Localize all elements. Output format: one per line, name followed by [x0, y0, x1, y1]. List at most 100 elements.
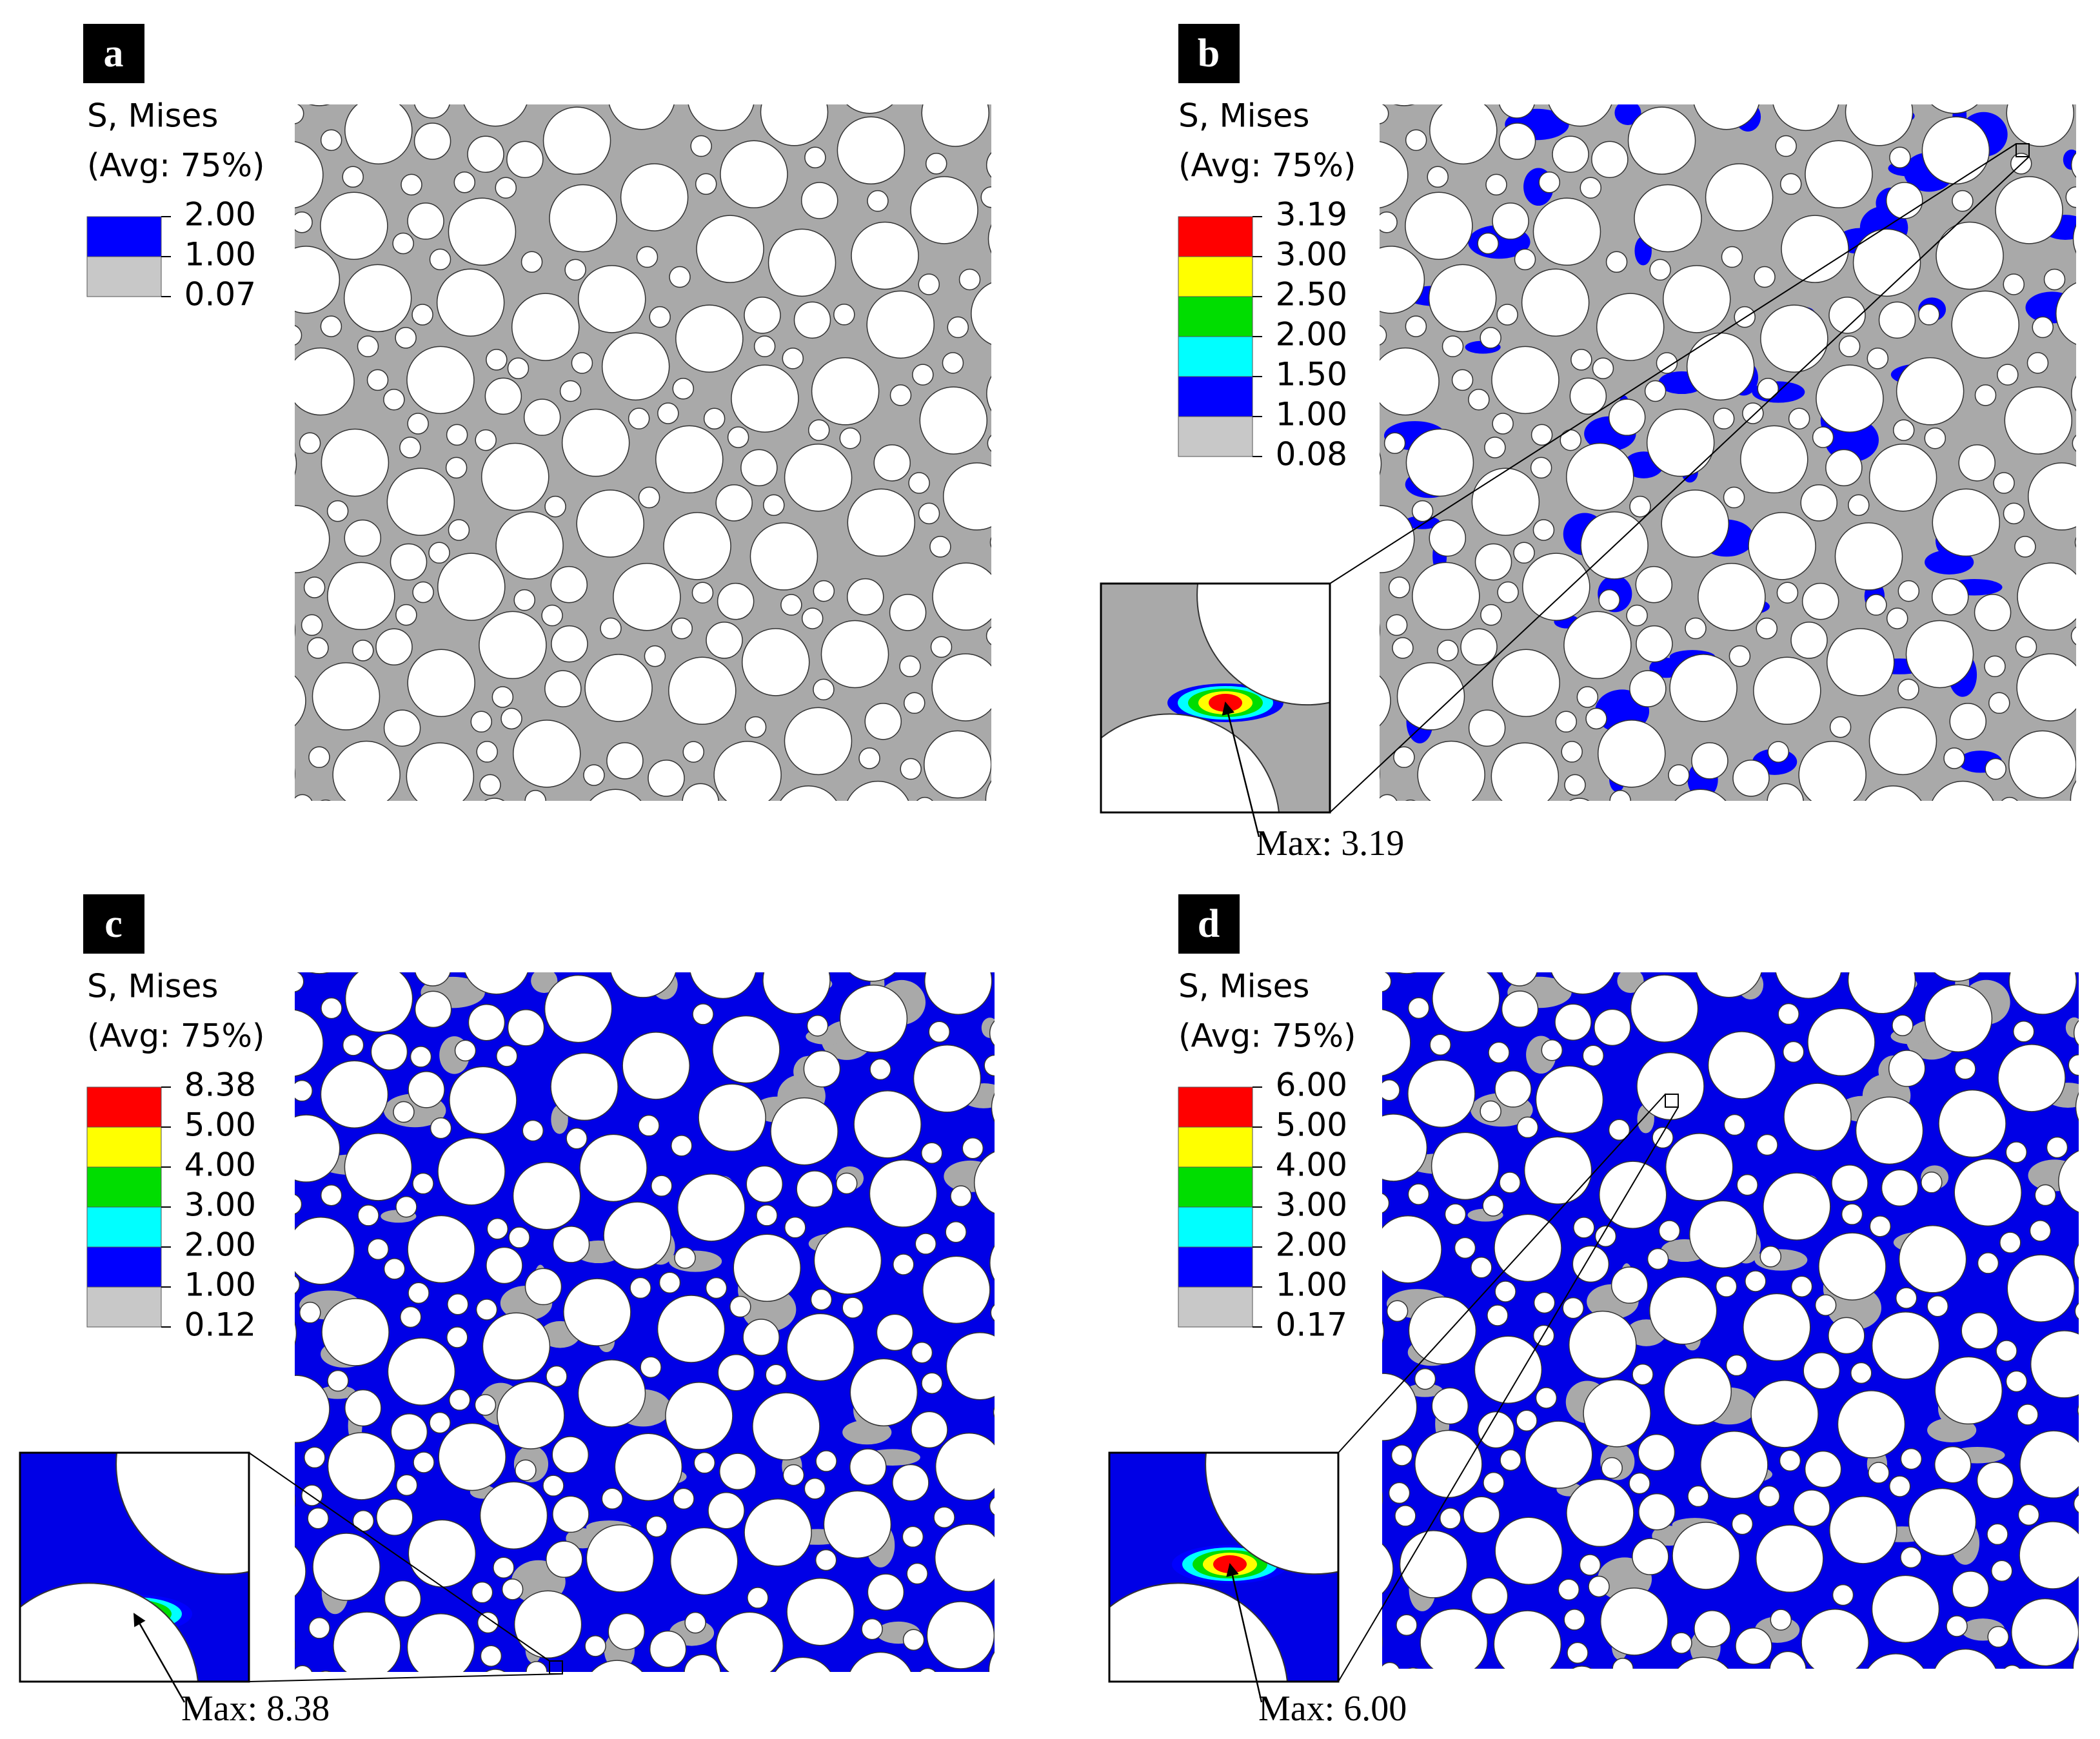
aggregate	[383, 1258, 406, 1280]
aggregate	[1725, 1354, 1748, 1377]
aggregate	[1454, 1237, 1476, 1259]
aggregate	[922, 1255, 991, 1324]
aggregate	[480, 1645, 502, 1667]
aggregate	[1663, 1357, 1732, 1426]
aggregate	[591, 1660, 643, 1672]
aggregate	[1513, 542, 1535, 564]
aggregate	[2077, 1404, 2079, 1416]
aggregate	[1769, 1651, 1807, 1669]
aggregate	[542, 1475, 564, 1497]
aggregate	[1431, 1387, 1469, 1425]
aggregate	[1532, 1324, 1555, 1347]
legend-level: 0.12	[184, 1306, 256, 1344]
aggregate	[807, 419, 830, 441]
legend-level: 3.00	[1276, 1186, 1347, 1224]
aggregate	[2003, 273, 2025, 295]
aggregate	[712, 1015, 780, 1084]
aggregate	[1382, 1079, 1400, 1101]
aggregate	[1756, 1134, 1778, 1156]
aggregate	[2017, 1504, 2040, 1526]
aggregate	[1895, 1287, 1917, 1309]
aggregate	[1627, 106, 1696, 175]
aggregate	[786, 1313, 855, 1382]
aggregate	[448, 519, 470, 541]
aggregate	[408, 1519, 477, 1587]
aggregate	[1480, 1100, 1501, 1123]
aggregate	[1826, 628, 1895, 696]
legend-swatch	[1178, 1286, 1253, 1328]
aggregate	[1961, 1312, 1998, 1350]
aggregate	[326, 500, 349, 522]
aggregate	[682, 783, 719, 801]
aggregate	[1405, 192, 1473, 260]
aggregate	[839, 985, 908, 1053]
aggregate	[577, 1359, 646, 1428]
aggregate	[406, 742, 475, 801]
aggregate	[2005, 1141, 2028, 1163]
aggregate	[811, 357, 880, 426]
legend-swatch	[86, 1246, 162, 1288]
aggregate	[1312, 740, 1380, 807]
aggregate	[846, 578, 884, 616]
aggregate	[1594, 1225, 1617, 1248]
aggregate	[1834, 522, 1903, 591]
aggregate	[1579, 1554, 1601, 1576]
aggregate	[327, 1370, 349, 1392]
aggregate	[804, 146, 826, 169]
aggregate	[1494, 1070, 1532, 1108]
aggregate	[669, 266, 691, 288]
legend-level: 1.50	[1276, 356, 1347, 393]
aggregate	[393, 1101, 415, 1123]
aggregate	[1468, 388, 1490, 411]
aggregate	[1501, 972, 1538, 987]
aggregate	[1380, 141, 1409, 209]
aggregate	[2055, 282, 2076, 345]
aggregate	[390, 1413, 428, 1451]
aggregate	[546, 1540, 583, 1578]
aggregate	[413, 1451, 435, 1473]
aggregate	[1729, 645, 1751, 667]
aggregate	[522, 1119, 544, 1142]
aggregate	[1892, 419, 1915, 441]
aggregate	[475, 1299, 498, 1321]
aggregate	[320, 129, 342, 152]
aggregate	[980, 186, 991, 208]
aggregate	[295, 452, 297, 476]
aggregate	[1480, 327, 1501, 349]
inset	[1101, 584, 1330, 812]
aggregate	[1687, 1485, 1709, 1508]
aggregate	[1905, 620, 1974, 689]
aggregate	[942, 352, 964, 374]
aggregate	[1999, 1232, 2021, 1253]
aggregate	[1954, 1057, 1976, 1080]
aggregate	[1382, 1008, 1411, 1077]
aggregate	[1380, 211, 1398, 233]
aggregate	[708, 1491, 745, 1529]
aggregate	[551, 625, 588, 663]
panel-label: a	[104, 32, 124, 75]
aggregate	[1554, 1003, 1592, 1041]
aggregate	[847, 488, 916, 557]
aggregate	[747, 1587, 769, 1609]
aggregate	[600, 617, 622, 640]
aggregate	[1562, 1297, 1584, 1319]
aggregate	[947, 316, 969, 339]
aggregate	[571, 352, 593, 374]
aggregate	[1656, 352, 1678, 374]
aggregate	[820, 620, 889, 689]
aggregate	[904, 692, 926, 714]
aggregate	[1871, 1575, 1940, 1644]
aggregate	[513, 1590, 582, 1659]
aggregate	[1396, 662, 1465, 731]
aggregate	[1867, 1653, 1925, 1669]
aggregate	[768, 228, 837, 297]
aggregate	[608, 1613, 646, 1651]
aggregate	[945, 1221, 967, 1243]
aggregate	[344, 519, 382, 557]
aggregate	[436, 268, 505, 337]
aggregate	[1881, 1169, 1919, 1207]
aggregate	[2003, 1664, 2021, 1669]
aggregate	[2014, 536, 2036, 558]
aggregate	[782, 1464, 805, 1486]
